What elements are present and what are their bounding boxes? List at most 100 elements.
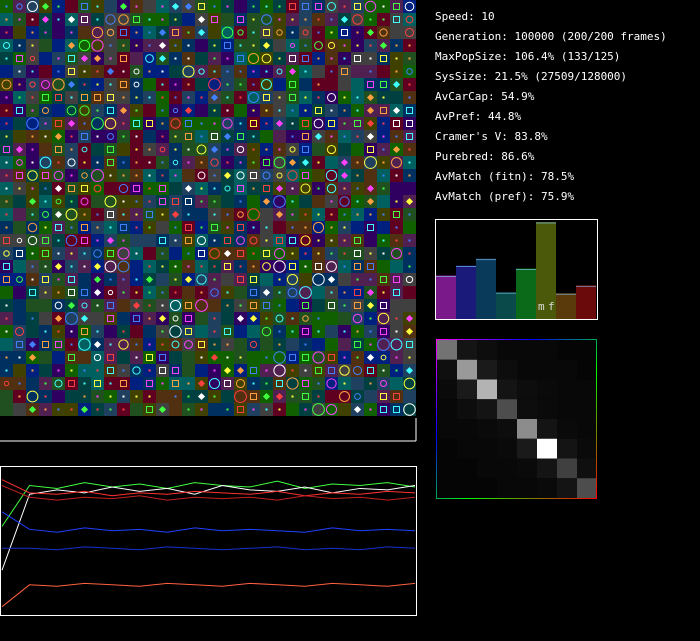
cell <box>351 221 364 234</box>
cell <box>65 312 78 325</box>
organism <box>382 96 385 99</box>
cell <box>403 390 416 403</box>
organism <box>5 18 8 21</box>
cell <box>364 221 377 234</box>
organism <box>252 70 255 73</box>
organism <box>226 226 229 229</box>
organism <box>302 302 309 309</box>
cell <box>312 104 325 117</box>
organism <box>18 382 21 385</box>
organism <box>302 172 309 179</box>
organism <box>369 44 372 47</box>
organism <box>109 83 112 86</box>
organism <box>42 237 49 244</box>
cell <box>247 299 260 312</box>
organism <box>210 145 219 154</box>
organism <box>41 80 50 89</box>
organism <box>317 57 320 60</box>
organism <box>369 18 372 21</box>
cell <box>143 130 156 143</box>
cell <box>195 338 208 351</box>
organism <box>159 198 166 205</box>
cell <box>52 26 65 39</box>
cell <box>312 273 325 286</box>
organism <box>31 161 34 164</box>
organism <box>44 265 47 268</box>
organism <box>133 120 140 127</box>
cell <box>26 286 39 299</box>
organism <box>263 29 270 36</box>
organism <box>196 144 207 155</box>
cell <box>130 182 143 195</box>
cell <box>39 52 52 65</box>
organism <box>300 235 311 246</box>
organism <box>343 291 346 294</box>
organism <box>302 120 309 127</box>
organism <box>393 211 400 218</box>
cell <box>169 156 182 169</box>
cell <box>39 104 52 117</box>
organism <box>5 356 8 359</box>
cell <box>312 364 325 377</box>
organism <box>96 161 99 164</box>
cell <box>338 65 351 78</box>
organism <box>109 395 112 398</box>
organism <box>356 161 359 164</box>
cell <box>351 247 364 260</box>
organism <box>79 105 90 116</box>
cell <box>78 299 91 312</box>
cell <box>39 234 52 247</box>
organism <box>174 57 177 60</box>
organism <box>339 196 350 207</box>
organism <box>42 172 49 179</box>
organism <box>252 109 255 112</box>
cell <box>195 52 208 65</box>
organism <box>222 118 233 129</box>
organism <box>278 304 281 307</box>
organism <box>27 222 38 233</box>
organism <box>273 364 286 377</box>
organism <box>68 68 75 75</box>
cell <box>104 312 117 325</box>
organism <box>252 252 255 255</box>
cell <box>39 247 52 260</box>
organism <box>135 252 138 255</box>
organism <box>380 328 387 335</box>
organism <box>302 354 309 361</box>
organism <box>404 27 415 38</box>
organism <box>291 31 294 34</box>
cell <box>65 65 78 78</box>
organism <box>302 3 309 10</box>
cell <box>182 234 195 247</box>
cell <box>78 182 91 195</box>
organism <box>146 120 153 127</box>
organism <box>16 276 23 283</box>
organism <box>93 249 102 258</box>
organism <box>5 187 8 190</box>
organism <box>185 224 192 231</box>
organism <box>42 94 49 101</box>
cell <box>377 403 390 416</box>
cell <box>312 195 325 208</box>
cell <box>299 78 312 91</box>
cell <box>156 143 169 156</box>
cell <box>130 52 143 65</box>
organism <box>18 395 21 398</box>
cell <box>104 351 117 364</box>
cell <box>299 26 312 39</box>
cell <box>13 338 26 351</box>
organism <box>70 252 73 255</box>
organism <box>366 119 375 128</box>
organism <box>330 57 333 60</box>
cell <box>39 78 52 91</box>
cell <box>247 169 260 182</box>
series-line <box>2 546 416 551</box>
organism <box>354 263 361 270</box>
cell <box>143 52 156 65</box>
organism <box>161 330 164 333</box>
organism <box>278 148 281 151</box>
organism <box>148 291 151 294</box>
bar <box>456 265 476 319</box>
organism <box>196 235 207 246</box>
organism <box>262 392 271 401</box>
